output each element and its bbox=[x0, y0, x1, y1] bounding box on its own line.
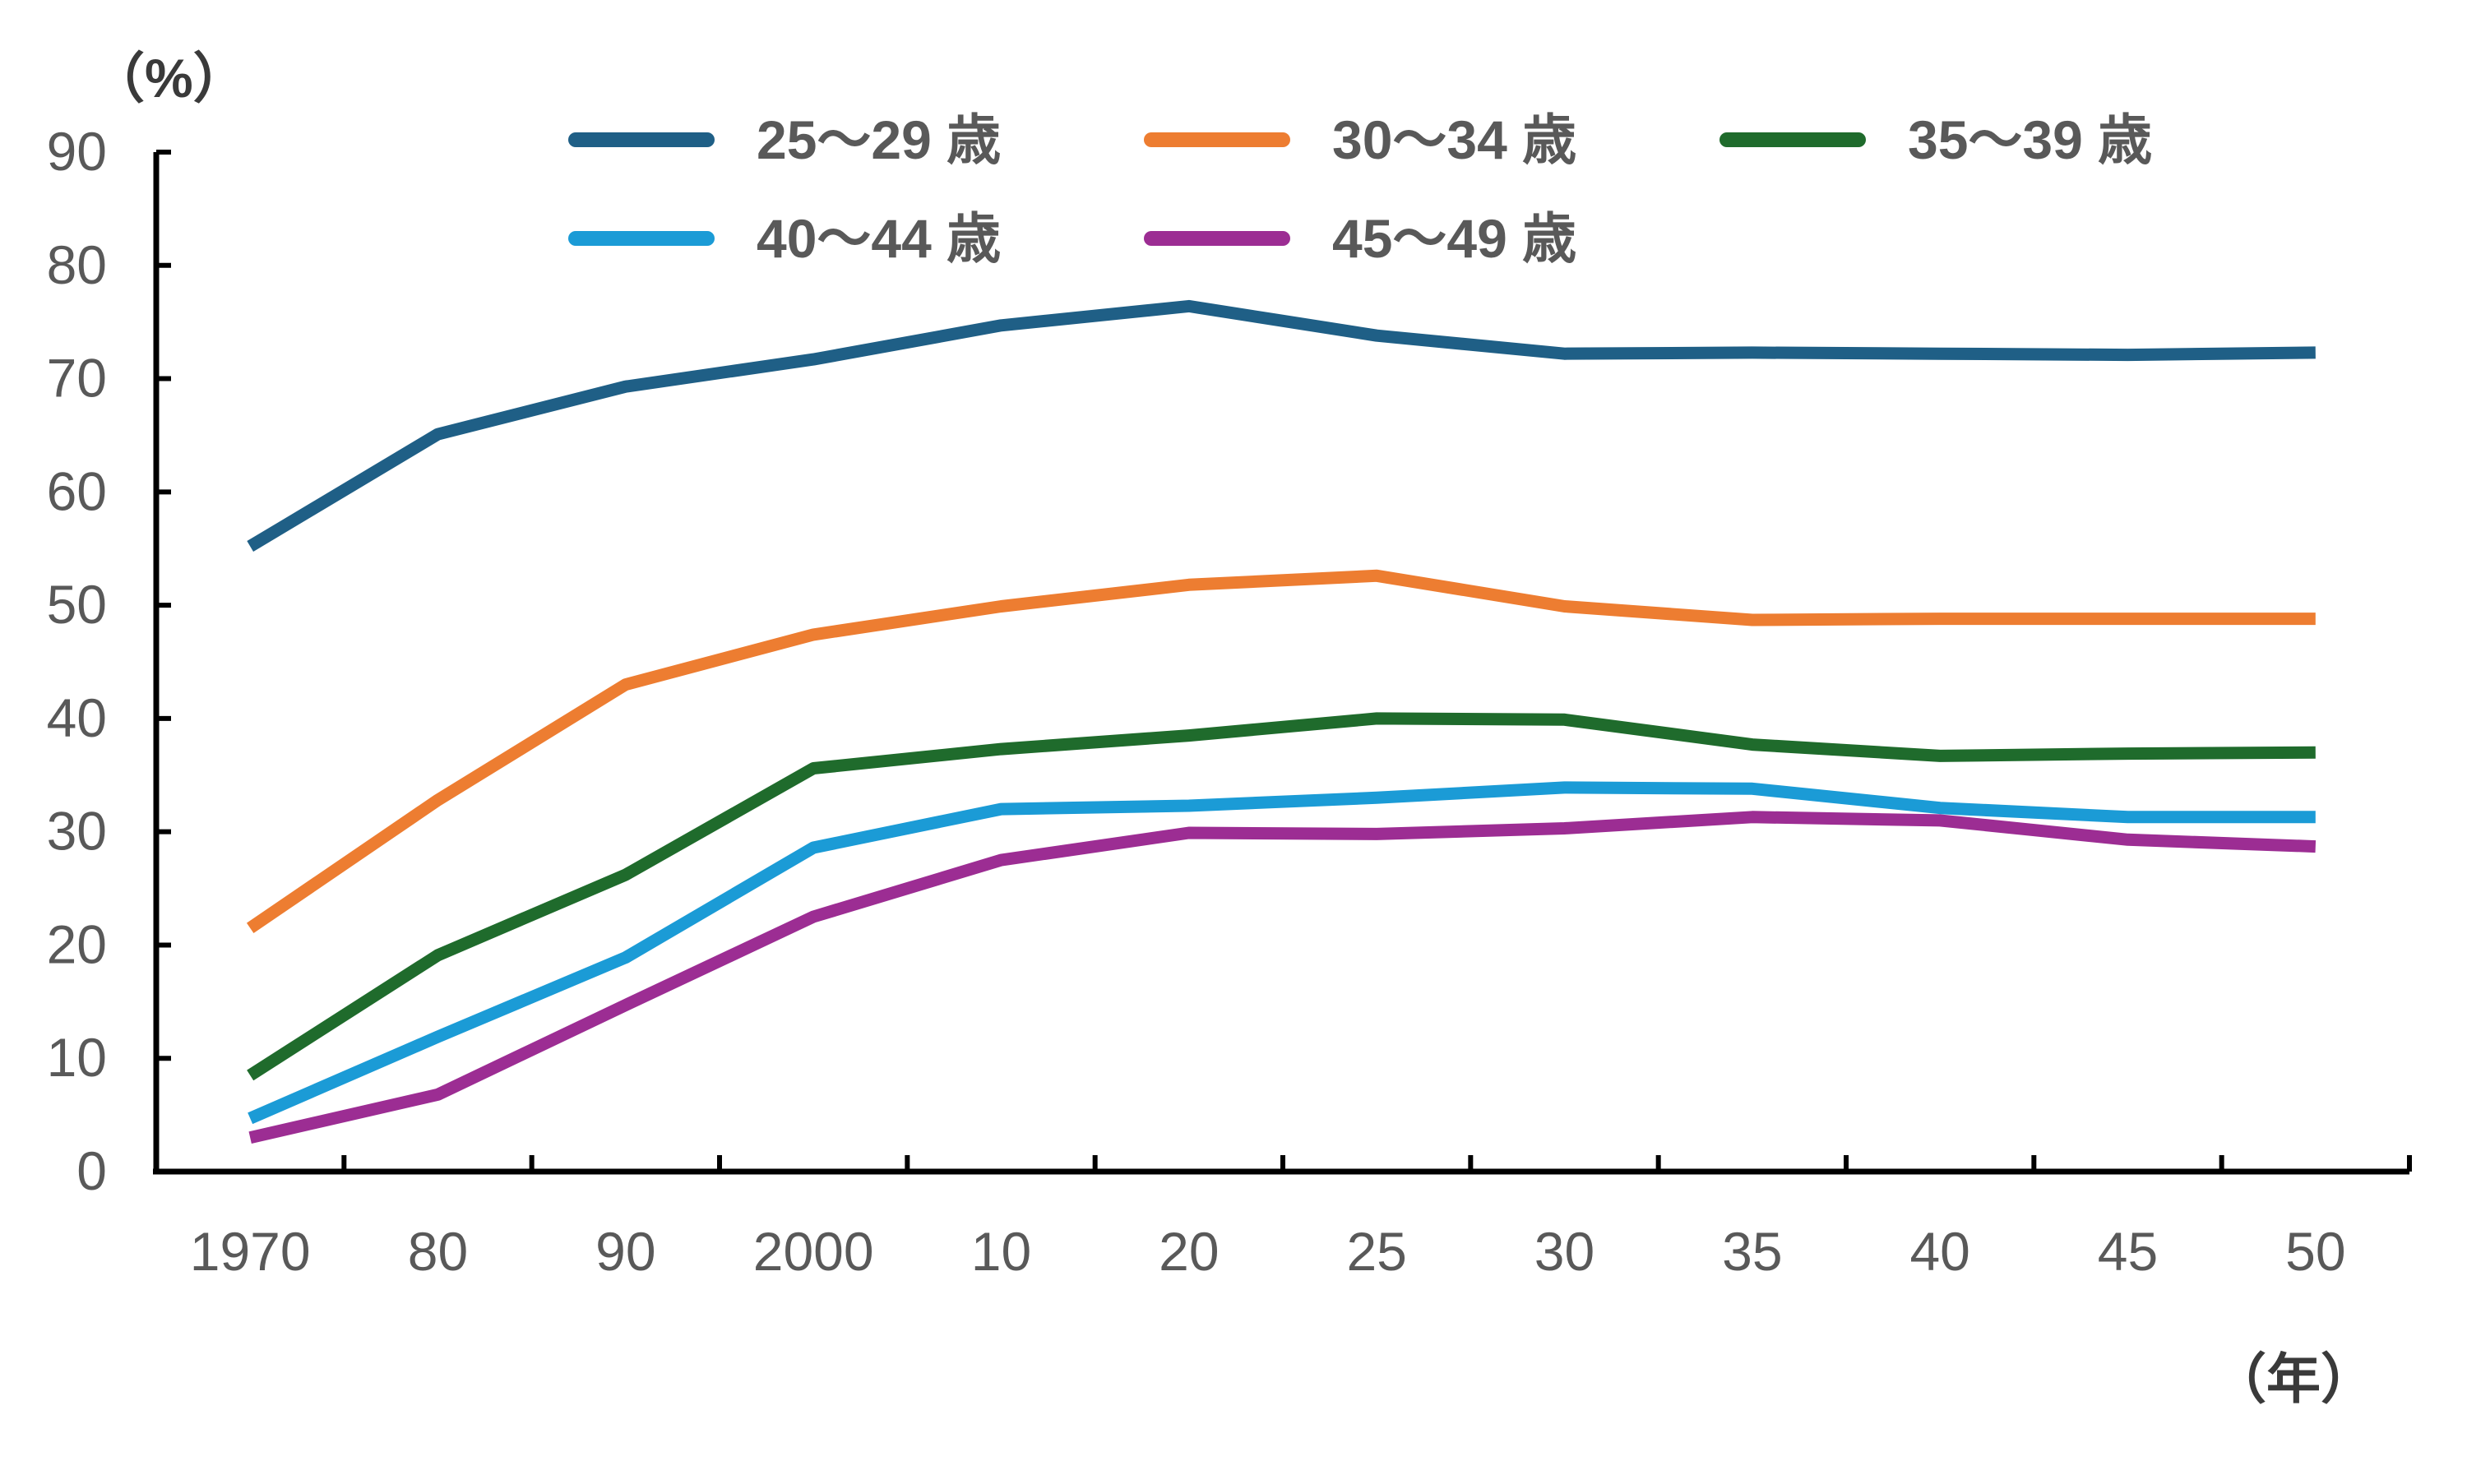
series-line bbox=[247, 299, 2316, 552]
y-tick-label: 30 bbox=[47, 801, 107, 862]
legend-label: 35～39 歳 bbox=[1908, 109, 2152, 170]
x-tick-label: 50 bbox=[2285, 1221, 2345, 1282]
y-tick-label: 60 bbox=[47, 460, 107, 521]
legend-label: 40～44 歳 bbox=[757, 208, 1001, 269]
x-tick-label: 10 bbox=[971, 1221, 1031, 1282]
x-tick-label: 25 bbox=[1346, 1221, 1406, 1282]
series-line bbox=[248, 781, 2316, 1125]
legend: 25～29 歳 30～34 歳 35～39 歳 40～44 歳 45～49 歳 bbox=[568, 109, 2152, 269]
x-tick-label: 80 bbox=[408, 1221, 468, 1282]
y-tick-label: 90 bbox=[47, 121, 107, 182]
x-tick-label: 35 bbox=[1722, 1221, 1782, 1282]
y-axis-unit-label: （%） bbox=[90, 48, 248, 109]
x-tick-label: 30 bbox=[1534, 1221, 1595, 1282]
series-line bbox=[246, 569, 2316, 933]
series-line bbox=[247, 712, 2316, 1081]
legend-label: 45～49 歳 bbox=[1332, 208, 1576, 269]
y-tick-label: 0 bbox=[76, 1140, 107, 1201]
x-axis-unit-label: （年） bbox=[2212, 1348, 2375, 1409]
legend-label: 30～34 歳 bbox=[1332, 109, 1576, 170]
y-tick-label: 80 bbox=[47, 234, 107, 295]
y-tick-label: 70 bbox=[47, 348, 107, 409]
x-tick-label: 20 bbox=[1159, 1221, 1219, 1282]
series-line bbox=[248, 811, 2317, 1144]
x-tick-label: 90 bbox=[595, 1221, 655, 1282]
y-tick-label: 10 bbox=[47, 1027, 107, 1088]
x-tick-label: 40 bbox=[1909, 1221, 1969, 1282]
x-tick-label: 45 bbox=[2098, 1221, 2158, 1282]
y-tick-label: 20 bbox=[47, 913, 107, 974]
x-tick-label: 2000 bbox=[753, 1221, 874, 1282]
axes: 0 10 20 30 40 50 60 70 80 90 1970 80 90 2000 10 20 25 30 3… bbox=[47, 121, 2412, 1282]
y-tick-label: 40 bbox=[47, 687, 107, 748]
series-lines bbox=[246, 299, 2317, 1144]
x-tick-label: 1970 bbox=[190, 1221, 311, 1282]
y-tick-label: 50 bbox=[47, 574, 107, 635]
legend-label: 25～29 歳 bbox=[757, 109, 1001, 170]
